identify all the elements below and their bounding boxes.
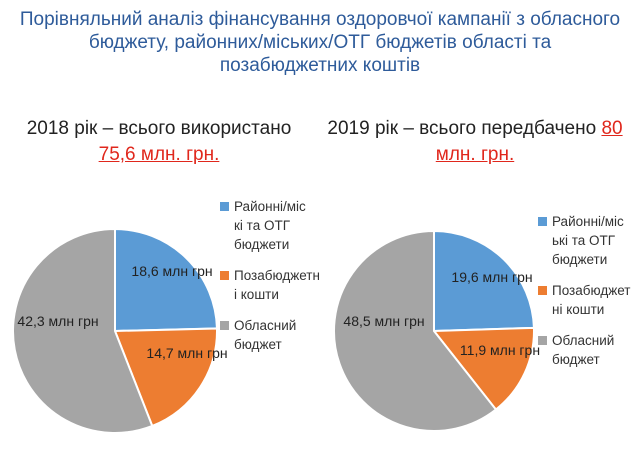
pie-data-label: 19,6 млн грн bbox=[451, 269, 532, 285]
legend-label: Позабюджет bbox=[552, 283, 631, 298]
legend-label: бюджети bbox=[234, 237, 290, 252]
legend-swatch bbox=[538, 336, 547, 345]
chart-2018-legend: Районні/міс кі та ОТГ бюджети Позабюджетн і … bbox=[220, 197, 330, 366]
chart-2019-legend: Районні/міс ькі та ОТГ бюджети Позабюджет ні… bbox=[538, 212, 638, 381]
legend-swatch bbox=[220, 321, 229, 330]
chart-2019-subtitle: 2019 рік – всього передбачено 80 млн. гр… bbox=[310, 116, 640, 168]
page-title: Порівняльний аналіз фінансування оздоров… bbox=[0, 8, 640, 77]
legend-entry: Районні/міс ькі та ОТГ бюджети bbox=[538, 212, 638, 269]
chart-2018-subtitle: 2018 рік – всього використано 75,6 млн. … bbox=[0, 116, 318, 168]
legend-swatch bbox=[220, 271, 229, 280]
title-line: Порівняльний аналіз фінансування оздоров… bbox=[19, 9, 621, 30]
pie-data-label: 42,3 млн грн bbox=[17, 313, 98, 329]
legend-entry: Районні/міс кі та ОТГ бюджети bbox=[220, 197, 330, 254]
subtitle-prefix: 2018 рік – всього використано bbox=[26, 118, 292, 139]
subtitle-amount: 80 bbox=[601, 118, 623, 139]
subtitle-amount: 75,6 млн. грн. bbox=[98, 144, 220, 165]
legend-entry: Позабюджет ні кошти bbox=[538, 281, 638, 319]
legend-label: ні кошти bbox=[552, 302, 605, 317]
legend-label: Обласний bbox=[234, 318, 297, 333]
pie-slice bbox=[12, 227, 154, 434]
legend-label: Позабюджетн bbox=[234, 268, 320, 283]
title-line: позабюджетних коштів bbox=[219, 55, 421, 76]
pie-slice bbox=[333, 229, 498, 432]
legend-label: і кошти bbox=[234, 287, 279, 302]
legend-label: Районні/міс bbox=[234, 199, 306, 214]
legend-swatch bbox=[220, 202, 229, 211]
pie-data-label: 11,9 млн грн bbox=[460, 342, 540, 358]
pie-data-label: 18,6 млн грн bbox=[131, 263, 212, 279]
pie-slice bbox=[113, 327, 218, 428]
title-line: бюджету, районних/міських/ОТГ бюджетів о… bbox=[88, 32, 552, 53]
legend-swatch bbox=[538, 286, 547, 295]
legend-label: Обласний bbox=[552, 333, 615, 348]
pie-data-label: 14,7 млн грн bbox=[146, 345, 227, 361]
legend-entry: Обласний бюджет bbox=[220, 316, 330, 354]
legend-entry: Позабюджетн і кошти bbox=[220, 266, 330, 304]
pie-slice bbox=[433, 229, 535, 333]
legend-label: Районні/міс bbox=[552, 214, 624, 229]
pie-slice bbox=[431, 326, 535, 411]
pie-data-label: 48,5 млн грн bbox=[343, 313, 424, 329]
legend-entry: Обласний бюджет bbox=[538, 331, 638, 369]
legend-label: кі та ОТГ bbox=[234, 218, 291, 233]
legend-label: бюджет bbox=[552, 352, 600, 367]
subtitle-prefix: 2019 рік – всього передбачено bbox=[327, 118, 597, 139]
legend-label: бюджети bbox=[552, 252, 608, 267]
subtitle-amount-unit: млн. грн. bbox=[435, 144, 515, 165]
legend-label: ькі та ОТГ bbox=[552, 233, 616, 248]
pie-slice bbox=[114, 227, 218, 333]
legend-label: бюджет bbox=[234, 337, 282, 352]
legend-swatch bbox=[538, 217, 547, 226]
